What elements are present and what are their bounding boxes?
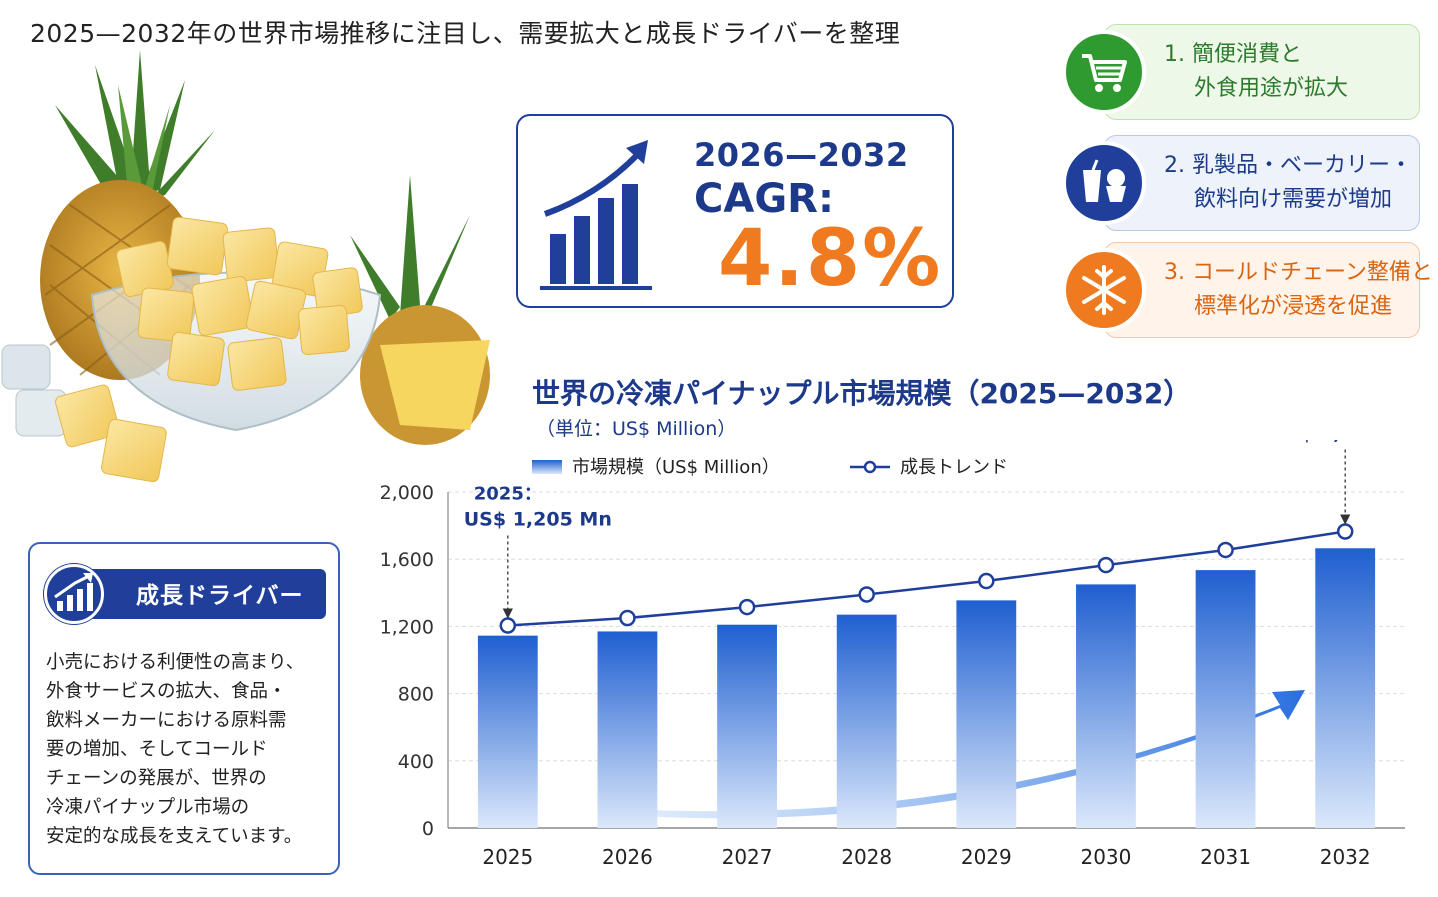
- trend-point-2030: [1097, 556, 1115, 574]
- bar-2030: [1076, 584, 1136, 828]
- annotation-value: US$ 1,665 Mn: [1271, 440, 1419, 444]
- legend-line-marker: [863, 460, 877, 474]
- x-tick-label: 2026: [602, 845, 653, 869]
- driver-item-dairy-bakery: 2. 乳製品・ベーカリー・ 飲料向け需要が増加: [1062, 135, 1420, 231]
- cagr-value: 4.8%: [718, 214, 943, 304]
- growth-driver-badge: 成長ドライバー: [44, 564, 326, 624]
- driver-text: 1. 簡便消費と 外食用途が拡大: [1164, 42, 1349, 101]
- x-tick-label: 2029: [961, 845, 1012, 869]
- legend-line-label: 成長トレンド: [900, 457, 1008, 478]
- shopping-cart-icon: [1062, 30, 1146, 114]
- cagr-label: CAGR:: [694, 176, 834, 222]
- driver-text: 2. 乳製品・ベーカリー・ 飲料向け需要が増加: [1164, 153, 1412, 212]
- x-tick-label: 2028: [841, 845, 892, 869]
- x-tick-label: 2025: [482, 845, 533, 869]
- x-tick-label: 2031: [1200, 845, 1251, 869]
- driver-pill: [1104, 24, 1420, 120]
- driver-item-cold-chain: 3. コールドチェーン整備と 標準化が浸透を促進: [1062, 242, 1433, 338]
- chart-legend: 市場規模（US$ Million） 成長トレンド: [532, 457, 1008, 478]
- driver-pill: [1104, 242, 1420, 338]
- driver-item-convenience: 1. 簡便消費と 外食用途が拡大: [1062, 24, 1420, 120]
- trend-point-2025: [499, 617, 517, 634]
- growth-driver-box: 成長ドライバー 小売における利便性の高まり、 外食サービスの拡大、食品・ 飲料メ…: [28, 542, 340, 875]
- y-tick-label: 0: [422, 818, 434, 840]
- growth-chart-icon: [44, 564, 104, 624]
- bar-2028: [836, 614, 897, 828]
- trend-point-2031: [1217, 541, 1234, 559]
- trend-point-2026: [619, 609, 636, 627]
- snowflake-icon: [1062, 248, 1146, 332]
- growth-bars-arrow-icon: [540, 140, 652, 290]
- bar-2029: [956, 600, 1017, 828]
- annotation-year: 2025：: [474, 484, 542, 505]
- bar-2025: [477, 635, 538, 828]
- drink-food-icon: [1062, 141, 1146, 225]
- annotation-2032: 2032：US$ 1,665 Mn: [1271, 440, 1419, 525]
- trend-point-2032: [1336, 523, 1354, 540]
- market-size-chart: 市場規模（US$ Million） 成長トレンド 0 400 800 1,200 1,6…: [380, 440, 1420, 869]
- bar-2026: [597, 631, 658, 828]
- bar-2031: [1195, 570, 1256, 828]
- bar-2032: [1315, 548, 1376, 828]
- x-tick-label: 2032: [1320, 845, 1371, 869]
- legend-bar-swatch: [532, 460, 562, 474]
- y-tick-label: 400: [398, 751, 434, 773]
- annotation-value: US$ 1,205 Mn: [464, 509, 612, 531]
- trend-point-2029: [978, 572, 995, 590]
- growth-driver-title: 成長ドライバー: [136, 583, 304, 609]
- annotation-2025: 2025： US$ 1,205 Mn: [464, 484, 612, 619]
- frozen-pineapple-illustration: [1, 50, 490, 483]
- driver-pill: [1104, 135, 1420, 231]
- cagr-period: 2026—2032: [694, 136, 909, 174]
- trend-line: [507, 530, 1346, 627]
- y-tick-label: 1,200: [380, 616, 434, 638]
- legend-bar-label: 市場規模（US$ Million）: [572, 457, 780, 478]
- y-tick-label: 1,600: [380, 549, 434, 571]
- cagr-card: 2026—2032 CAGR: 4.8%: [516, 114, 954, 308]
- x-tick-label: 2030: [1080, 845, 1131, 869]
- chart-unit: （単位：US$ Million）: [536, 418, 737, 440]
- bar-2027: [717, 624, 777, 828]
- chart-title: 世界の冷凍パイナップル市場規模（2025—2032）: [532, 377, 1192, 410]
- y-tick-label: 800: [398, 684, 434, 706]
- trend-point-2027: [738, 598, 756, 616]
- x-tick-label: 2027: [722, 845, 773, 869]
- trend-point-2028: [858, 586, 875, 603]
- growth-driver-text: 小売における利便性の高まり、 外食サービスの拡大、食品・ 飲料メーカーにおける原…: [46, 652, 305, 847]
- driver-text: 3. コールドチェーン整備と 標準化が浸透を促進: [1164, 260, 1433, 319]
- y-tick-label: 2,000: [380, 482, 434, 504]
- page-headline: 2025—2032年の世界市場推移に注目し、需要拡大と成長ドライバーを整理: [30, 19, 901, 48]
